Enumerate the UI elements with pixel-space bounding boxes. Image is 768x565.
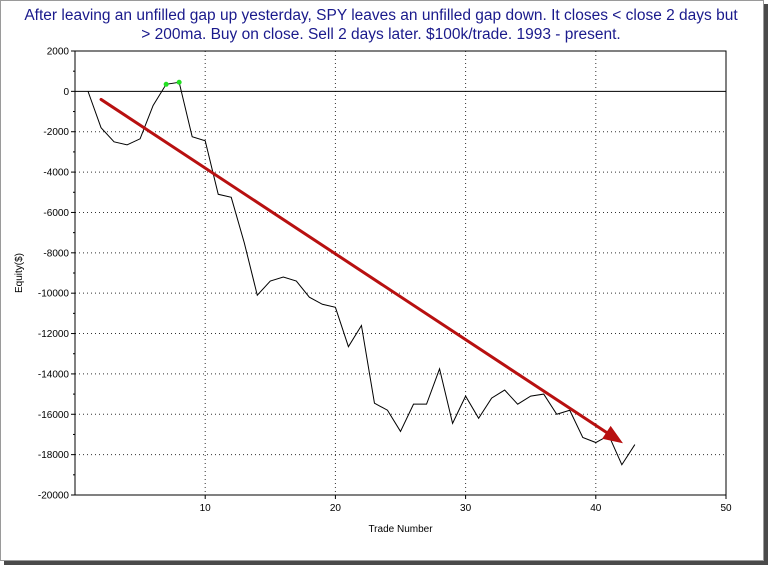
x-tick-label: 10 [200,503,212,514]
y-tick-label: -2000 [43,127,69,138]
highlight-point [176,79,182,85]
y-tick-label: -16000 [38,410,70,421]
y-tick-label: -8000 [43,248,69,259]
x-tick-label: 30 [460,503,472,514]
trend-arrow-shaft [99,97,609,435]
chart-title: After leaving an unfilled gap up yesterd… [0,6,762,44]
y-tick-label: -4000 [43,168,69,179]
trend-arrow-head [602,425,623,444]
trend-arrow-layer [99,97,623,444]
y-tick-label: -6000 [43,208,69,219]
highlight-points [163,79,182,87]
x-axis-label: Trade Number [368,524,433,535]
highlight-point [163,81,169,87]
series-layer [87,81,636,466]
x-tick-label: 40 [590,503,602,514]
plot-area [74,50,727,496]
y-tick-label: -14000 [38,369,70,380]
y-tick-label: 0 [63,87,69,98]
equity-line [87,81,636,466]
axis-ticks: 10 20 30 40 50 2000 0 -2000 -4000 -6000 -8000 -1000… [38,47,732,515]
chart-title-line-2: > 200ma. Buy on close. Sell 2 days later… [141,26,621,43]
x-tick-label: 20 [330,503,342,514]
y-tick-label: -20000 [38,491,70,502]
y-tick-label: -18000 [38,450,70,461]
y-tick-label: -10000 [38,289,70,300]
y-tick-label: 2000 [47,47,70,58]
chart-title-line-1: After leaving an unfilled gap up yesterd… [24,7,738,24]
grid-layer [75,51,726,495]
y-axis-label: Equity($) [14,253,25,293]
y-tick-label: -12000 [38,329,70,340]
x-tick-label: 50 [720,503,732,514]
